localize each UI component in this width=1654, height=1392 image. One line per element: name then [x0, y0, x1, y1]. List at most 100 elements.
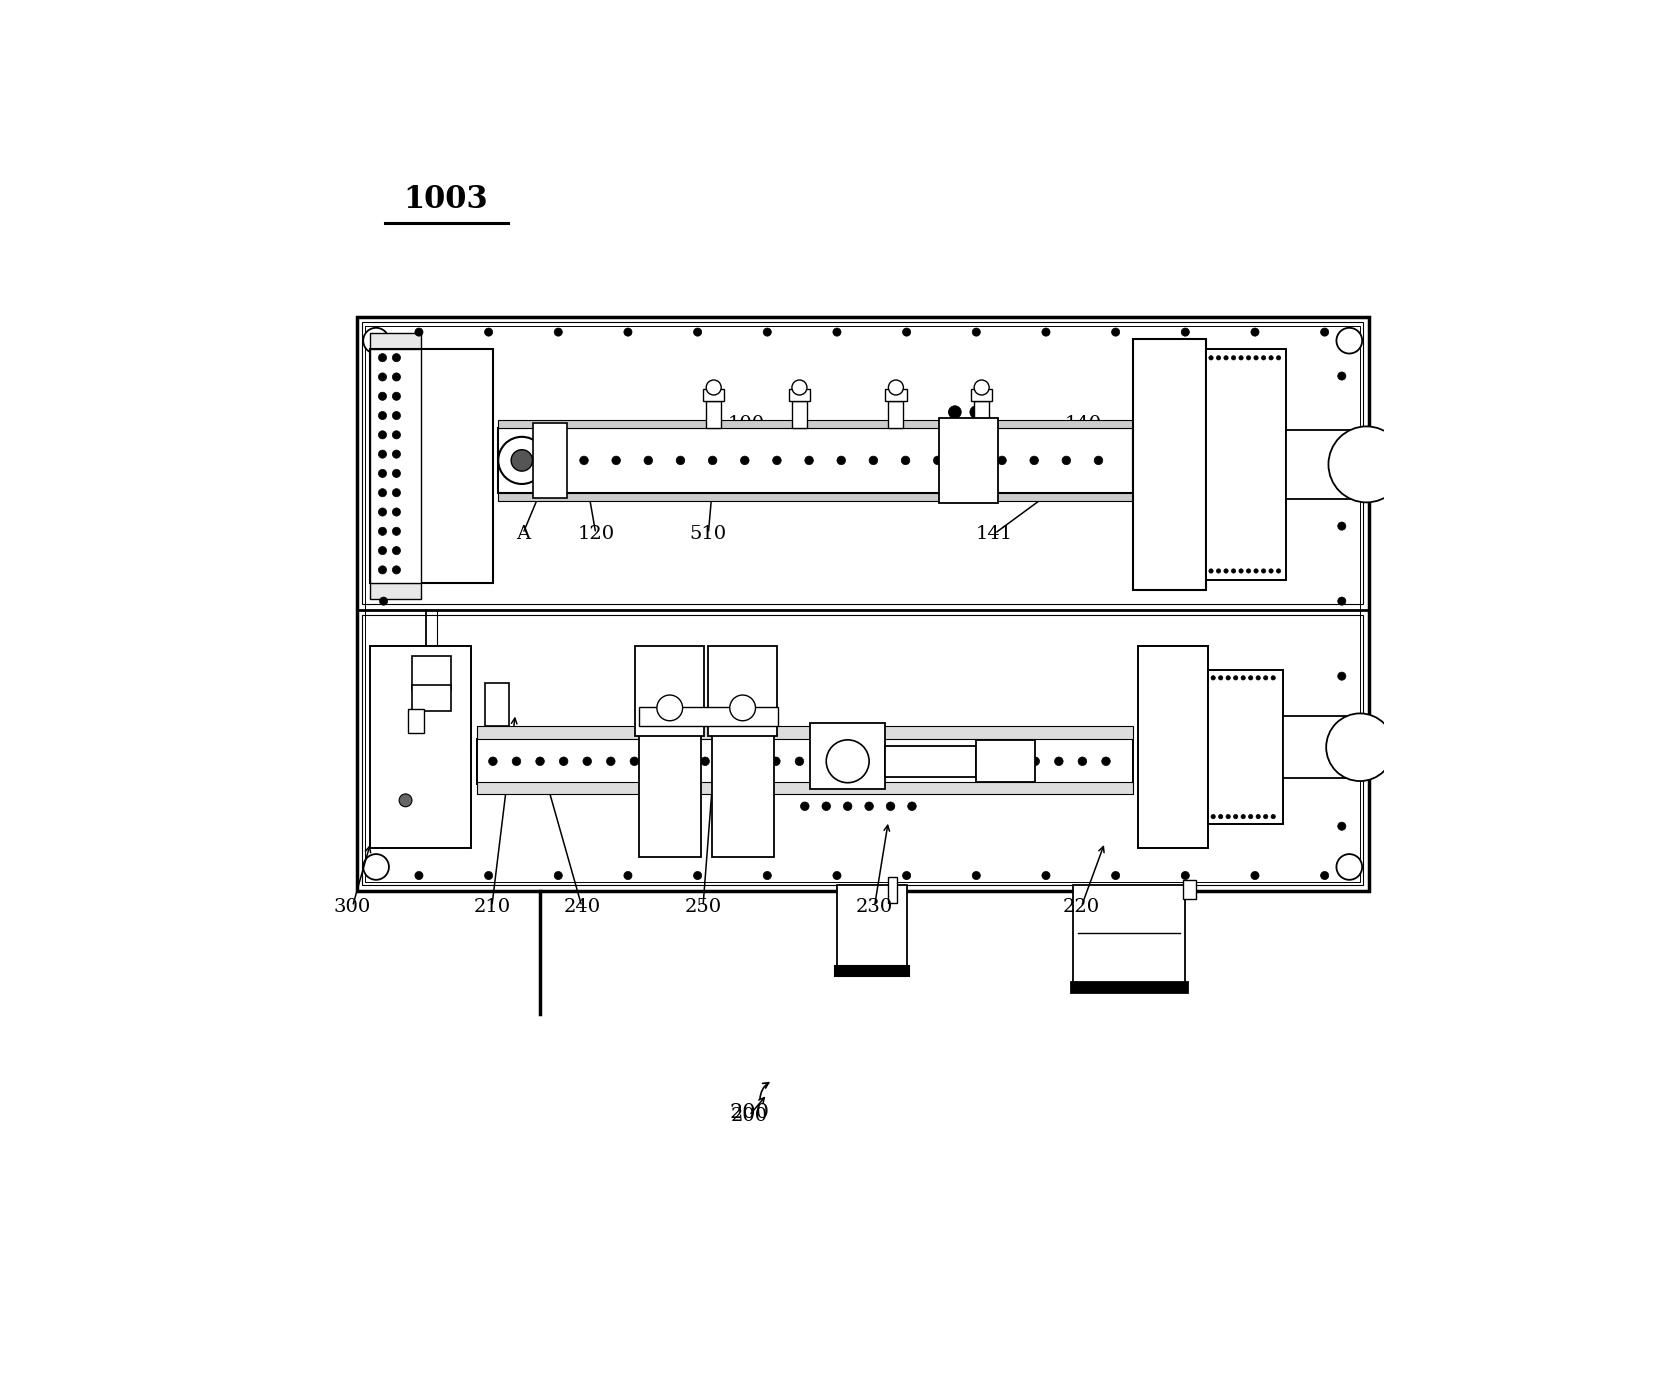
Bar — [498, 429, 1133, 493]
Circle shape — [908, 802, 916, 810]
Circle shape — [1262, 356, 1265, 361]
Circle shape — [379, 547, 387, 554]
Circle shape — [1254, 356, 1259, 361]
Circle shape — [1211, 814, 1216, 818]
Circle shape — [643, 457, 653, 465]
Circle shape — [582, 757, 592, 766]
Circle shape — [1239, 356, 1244, 361]
Circle shape — [485, 871, 493, 880]
Circle shape — [1226, 814, 1231, 818]
Circle shape — [1240, 675, 1245, 681]
Circle shape — [379, 823, 387, 830]
Circle shape — [805, 457, 814, 465]
Circle shape — [485, 329, 493, 337]
Circle shape — [1277, 569, 1280, 574]
Circle shape — [379, 528, 387, 536]
Circle shape — [1042, 871, 1050, 880]
Circle shape — [392, 354, 400, 362]
Circle shape — [1338, 522, 1346, 530]
Bar — [1183, 880, 1196, 899]
Circle shape — [1255, 814, 1260, 818]
Bar — [1206, 349, 1287, 579]
Text: 510: 510 — [690, 525, 726, 543]
Text: 100: 100 — [728, 415, 764, 433]
Bar — [1070, 981, 1188, 992]
Circle shape — [1234, 814, 1237, 818]
Circle shape — [379, 748, 387, 756]
Circle shape — [392, 547, 400, 554]
Circle shape — [1264, 675, 1269, 681]
Circle shape — [792, 380, 807, 395]
Circle shape — [973, 329, 981, 337]
Circle shape — [1216, 356, 1221, 361]
Circle shape — [754, 759, 766, 770]
Circle shape — [1320, 871, 1328, 880]
Circle shape — [1078, 757, 1087, 766]
Circle shape — [1336, 327, 1363, 354]
Circle shape — [997, 457, 1006, 465]
Circle shape — [607, 757, 615, 766]
Bar — [711, 731, 774, 857]
Bar — [810, 722, 885, 789]
Circle shape — [488, 757, 498, 766]
Circle shape — [716, 759, 728, 770]
Circle shape — [1030, 757, 1039, 766]
Bar — [885, 746, 976, 777]
Circle shape — [392, 412, 400, 419]
Circle shape — [933, 457, 943, 465]
Bar — [939, 418, 997, 504]
Bar — [1133, 338, 1206, 590]
Circle shape — [693, 329, 701, 337]
Circle shape — [392, 489, 400, 497]
Circle shape — [379, 393, 387, 401]
Circle shape — [772, 457, 781, 465]
Circle shape — [1249, 814, 1252, 818]
Circle shape — [1211, 675, 1216, 681]
Circle shape — [676, 757, 686, 766]
Bar — [708, 646, 777, 736]
Circle shape — [961, 757, 969, 766]
Circle shape — [1095, 457, 1103, 465]
Bar — [357, 317, 1368, 891]
Circle shape — [762, 329, 771, 337]
Circle shape — [1224, 569, 1229, 574]
Circle shape — [868, 457, 878, 465]
Circle shape — [1338, 672, 1346, 681]
Circle shape — [888, 380, 903, 395]
Bar — [366, 326, 1360, 883]
Circle shape — [887, 802, 895, 810]
Circle shape — [399, 793, 412, 807]
Bar — [971, 388, 992, 401]
Text: 240: 240 — [564, 898, 600, 916]
Circle shape — [842, 757, 850, 766]
Bar — [369, 349, 422, 583]
Circle shape — [379, 672, 387, 681]
Bar — [362, 323, 1363, 604]
Circle shape — [379, 447, 387, 455]
Circle shape — [741, 457, 749, 465]
Circle shape — [612, 457, 620, 465]
Circle shape — [1264, 814, 1269, 818]
Circle shape — [1209, 356, 1212, 361]
Circle shape — [498, 437, 546, 484]
Circle shape — [653, 757, 662, 766]
Text: A: A — [516, 525, 529, 543]
Bar — [974, 401, 989, 429]
Circle shape — [1216, 569, 1221, 574]
Circle shape — [1270, 814, 1275, 818]
Circle shape — [1338, 748, 1346, 756]
Circle shape — [1249, 675, 1252, 681]
Circle shape — [1247, 356, 1250, 361]
Circle shape — [379, 522, 387, 530]
Circle shape — [1239, 569, 1244, 574]
Bar — [369, 333, 422, 599]
Circle shape — [379, 508, 387, 516]
Circle shape — [392, 565, 400, 574]
Text: 141: 141 — [976, 525, 1014, 543]
Bar — [498, 493, 1133, 501]
Bar — [369, 349, 493, 583]
Circle shape — [1224, 356, 1229, 361]
Circle shape — [724, 757, 733, 766]
Circle shape — [1338, 597, 1346, 606]
Bar — [533, 423, 567, 498]
